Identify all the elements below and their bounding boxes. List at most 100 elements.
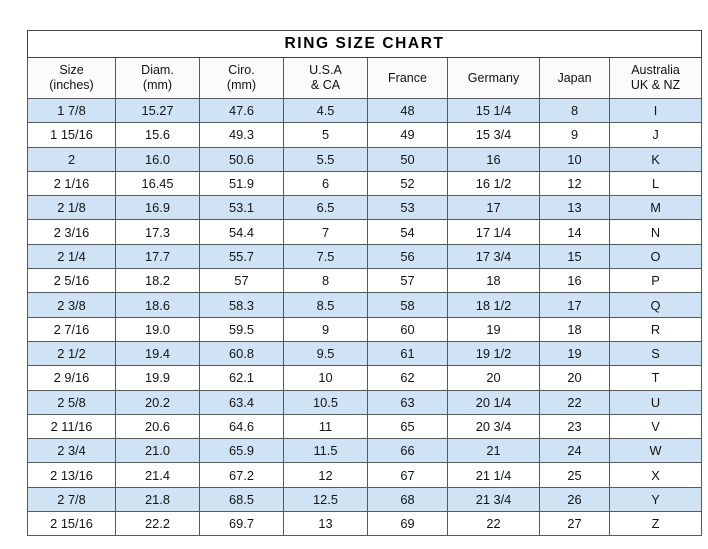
cell-r12-c6: 22 xyxy=(539,389,610,415)
cell-r12-c2: 63.4 xyxy=(199,389,284,415)
cell-r1-c1: 15.6 xyxy=(115,122,200,148)
cell-r13-c1: 20.6 xyxy=(115,413,200,440)
cell-r10-c6: 19 xyxy=(539,340,610,367)
cell-r13-c6: 23 xyxy=(539,413,610,440)
cell-r4-c1: 16.9 xyxy=(115,195,200,221)
column-header-line1: Size xyxy=(59,63,84,78)
cell-r3-c1: 16.45 xyxy=(115,170,200,197)
cell-r14-c3: 11.5 xyxy=(283,438,368,464)
cell-r4-c2: 53.1 xyxy=(199,195,284,221)
table-row: 2 5/8 20.2 63.4 10.5 63 20 1/4 22 U xyxy=(27,389,703,415)
page-title: RING SIZE CHART xyxy=(26,30,703,58)
column-header-3: U.S.A & CA xyxy=(283,57,368,99)
table-row: 2 1/2 19.4 60.8 9.5 61 19 1/2 19 S xyxy=(27,340,703,367)
cell-r4-c3: 6.5 xyxy=(283,195,368,221)
column-header-4: France xyxy=(367,57,448,99)
cell-r6-c1: 17.7 xyxy=(115,243,200,270)
cell-r2-c4: 50 xyxy=(367,146,448,172)
cell-r1-c7: J xyxy=(608,122,703,148)
cell-r3-c4: 52 xyxy=(367,170,448,197)
ring-size-table: RING SIZE CHART Size (inches) Diam. (mm) Ciro… xyxy=(26,30,703,537)
cell-r6-c0: 2 1/4 xyxy=(27,243,116,270)
cell-r1-c0: 1 15/16 xyxy=(27,122,116,148)
table-row: 1 15/16 15.6 49.3 5 49 15 3/4 9 J xyxy=(27,122,703,148)
cell-r9-c6: 18 xyxy=(539,316,610,342)
table-row: 2 5/16 18.2 57 8 57 18 16 P xyxy=(27,268,703,294)
table-row: 2 3/16 17.3 54.4 7 54 17 1/4 14 N xyxy=(27,219,703,245)
cell-r6-c6: 15 xyxy=(539,243,610,270)
cell-r5-c5: 17 1/4 xyxy=(447,219,540,245)
table-header-row: Size (inches) Diam. (mm) Ciro. (mm) U.S.A & CA F… xyxy=(27,57,703,99)
cell-r11-c0: 2 9/16 xyxy=(27,365,116,391)
cell-r5-c3: 7 xyxy=(283,219,368,245)
cell-r12-c5: 20 1/4 xyxy=(447,389,540,415)
cell-r12-c1: 20.2 xyxy=(115,389,200,415)
cell-r17-c1: 22.2 xyxy=(115,511,200,537)
cell-r14-c5: 21 xyxy=(447,438,540,464)
cell-r16-c3: 12.5 xyxy=(283,486,368,513)
cell-r4-c7: M xyxy=(608,195,703,221)
cell-r8-c6: 17 xyxy=(539,292,610,318)
cell-r13-c2: 64.6 xyxy=(199,413,284,440)
cell-r4-c5: 17 xyxy=(447,195,540,221)
cell-r2-c0: 2 xyxy=(27,146,116,172)
cell-r1-c6: 9 xyxy=(539,122,610,148)
cell-r7-c2: 57 xyxy=(199,268,284,294)
cell-r0-c4: 48 xyxy=(367,97,448,124)
column-header-line1: Australia xyxy=(631,63,680,78)
cell-r11-c3: 10 xyxy=(283,365,368,391)
cell-r8-c3: 8.5 xyxy=(283,292,368,318)
cell-r17-c4: 69 xyxy=(367,511,448,537)
cell-r10-c1: 19.4 xyxy=(115,340,200,367)
cell-r3-c3: 6 xyxy=(283,170,368,197)
cell-r3-c5: 16 1/2 xyxy=(447,170,540,197)
cell-r1-c5: 15 3/4 xyxy=(447,122,540,148)
cell-r1-c4: 49 xyxy=(367,122,448,148)
cell-r2-c7: K xyxy=(608,146,703,172)
cell-r16-c7: Y xyxy=(608,486,703,513)
cell-r11-c1: 19.9 xyxy=(115,365,200,391)
cell-r6-c2: 55.7 xyxy=(199,243,284,270)
cell-r7-c5: 18 xyxy=(447,268,540,294)
cell-r15-c1: 21.4 xyxy=(115,462,200,488)
table-row: 2 3/4 21.0 65.9 11.5 66 21 24 W xyxy=(27,438,703,464)
cell-r16-c2: 68.5 xyxy=(199,486,284,513)
column-header-line1: U.S.A xyxy=(309,63,342,78)
cell-r12-c3: 10.5 xyxy=(283,389,368,415)
cell-r13-c7: V xyxy=(608,413,703,440)
cell-r11-c6: 20 xyxy=(539,365,610,391)
cell-r9-c7: R xyxy=(608,316,703,342)
cell-r15-c6: 25 xyxy=(539,462,610,488)
cell-r6-c4: 56 xyxy=(367,243,448,270)
column-header-line1: Ciro. xyxy=(228,63,255,78)
cell-r8-c4: 58 xyxy=(367,292,448,318)
cell-r5-c6: 14 xyxy=(539,219,610,245)
cell-r15-c0: 2 13/16 xyxy=(27,462,116,488)
cell-r12-c0: 2 5/8 xyxy=(27,389,116,415)
cell-r6-c5: 17 3/4 xyxy=(447,243,540,270)
cell-r9-c5: 19 xyxy=(447,316,540,342)
cell-r8-c0: 2 3/8 xyxy=(27,292,116,318)
cell-r15-c7: X xyxy=(608,462,703,488)
cell-r16-c6: 26 xyxy=(539,486,610,513)
cell-r13-c3: 11 xyxy=(283,413,368,440)
column-header-5: Germany xyxy=(447,57,540,99)
column-header-line2: (mm) xyxy=(226,78,257,92)
cell-r0-c6: 8 xyxy=(539,97,610,124)
column-header-line2: (mm) xyxy=(142,78,173,92)
cell-r14-c7: W xyxy=(608,438,703,464)
cell-r2-c5: 16 xyxy=(447,146,540,172)
cell-r5-c0: 2 3/16 xyxy=(27,219,116,245)
cell-r16-c4: 68 xyxy=(367,486,448,513)
cell-r17-c0: 2 15/16 xyxy=(27,511,116,537)
cell-r11-c5: 20 xyxy=(447,365,540,391)
cell-r10-c4: 61 xyxy=(367,340,448,367)
column-header-6: Japan xyxy=(539,57,610,99)
cell-r10-c7: S xyxy=(608,340,703,367)
cell-r15-c3: 12 xyxy=(283,462,368,488)
cell-r11-c4: 62 xyxy=(367,365,448,391)
column-header-line2: (inches) xyxy=(49,78,94,92)
cell-r17-c6: 27 xyxy=(539,511,610,537)
cell-r16-c0: 2 7/8 xyxy=(27,486,116,513)
column-header-1: Diam. (mm) xyxy=(115,57,200,99)
